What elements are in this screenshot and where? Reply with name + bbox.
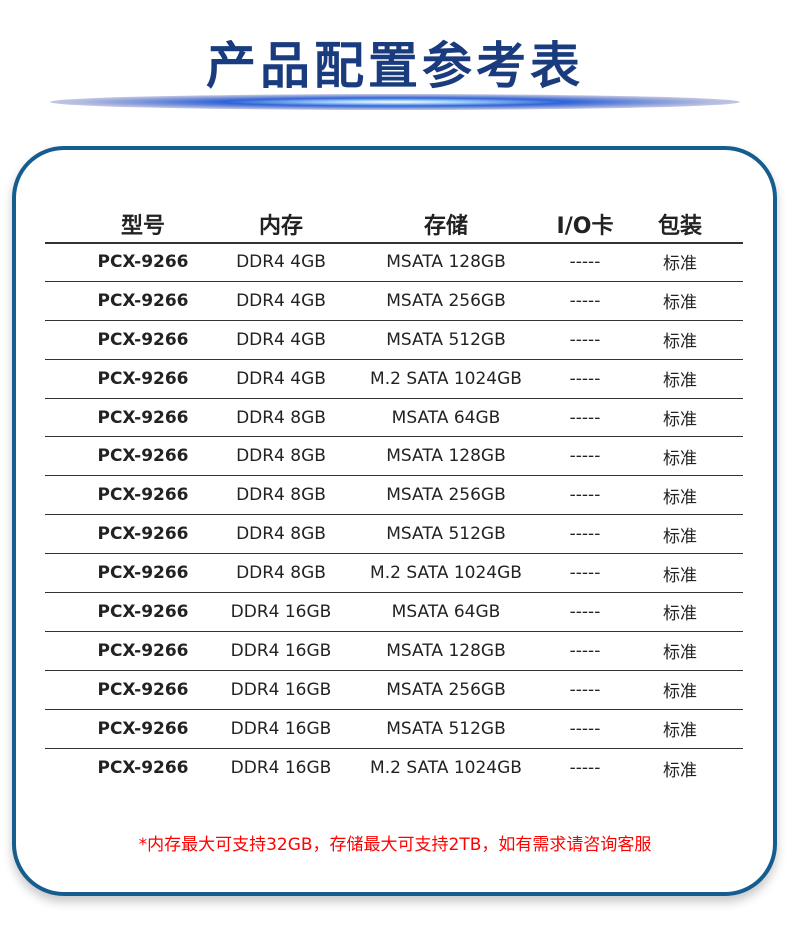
table-row: PCX-9266 DDR4 8GB MSATA 64GB ----- 标准 [45, 399, 743, 438]
cell-memory: DDR4 4GB [236, 368, 326, 389]
header-io-card: I/O卡 [556, 214, 614, 239]
header-package: 包装 [657, 214, 702, 239]
title-glow-divider [50, 94, 740, 110]
table-row: PCX-9266 DDR4 16GB MSATA 128GB ----- 标准 [45, 632, 743, 671]
cell-storage: MSATA 64GB [391, 407, 501, 428]
cell-io-card: ----- [569, 679, 601, 700]
table-body: PCX-9266 DDR4 4GB MSATA 128GB ----- 标准 PCX-92… [45, 243, 743, 787]
cell-memory: DDR4 8GB [236, 524, 326, 545]
cell-io-card: ----- [569, 329, 601, 350]
cell-memory: DDR4 16GB [230, 679, 332, 700]
cell-package: 标准 [663, 604, 697, 625]
cell-io-card: ----- [569, 407, 601, 428]
cell-storage: MSATA 64GB [391, 601, 501, 622]
cell-model: PCX-9266 [97, 290, 189, 311]
cell-storage: MSATA 512GB [386, 718, 506, 739]
table-row: PCX-9266 DDR4 8GB MSATA 512GB ----- 标准 [45, 515, 743, 555]
cell-storage: MSATA 256GB [386, 679, 506, 700]
table-row: PCX-9266 DDR4 8GB M.2 SATA 1024GB ----- 标准 [45, 554, 743, 594]
cell-io-card: ----- [569, 524, 601, 545]
header-model: 型号 [120, 214, 165, 239]
cell-io-card: ----- [569, 251, 601, 272]
cell-storage: M.2 SATA 1024GB [370, 563, 522, 584]
cell-io-card: ----- [569, 563, 601, 584]
cell-model: PCX-9266 [97, 563, 189, 584]
cell-storage: MSATA 128GB [386, 446, 506, 467]
cell-package: 标准 [663, 721, 697, 742]
table-row: PCX-9266 DDR4 16GB MSATA 64GB ----- 标准 [45, 593, 743, 632]
table-row: PCX-9266 DDR4 16GB MSATA 256GB ----- 标准 [45, 671, 743, 710]
table-row: PCX-9266 DDR4 4GB MSATA 128GB ----- 标准 [45, 243, 743, 282]
cell-memory: DDR4 4GB [236, 290, 326, 311]
cell-io-card: ----- [569, 368, 601, 389]
cell-package: 标准 [663, 410, 697, 430]
cell-storage: MSATA 128GB [386, 251, 506, 272]
cell-storage: MSATA 128GB [386, 640, 506, 661]
cell-memory: DDR4 16GB [230, 758, 332, 779]
cell-io-card: ----- [569, 640, 601, 661]
table-row: PCX-9266 DDR4 16GB M.2 SATA 1024GB ----- 标准 [45, 749, 743, 788]
table-header: 型号 内存 存储 I/O卡 包装 [45, 206, 743, 244]
cell-io-card: ----- [569, 601, 601, 622]
cell-model: PCX-9266 [97, 601, 189, 622]
cell-io-card: ----- [569, 290, 601, 311]
cell-package: 标准 [663, 526, 697, 547]
cell-memory: DDR4 16GB [230, 718, 332, 739]
cell-model: PCX-9266 [97, 524, 189, 545]
cell-memory: DDR4 16GB [230, 640, 332, 661]
cell-storage: M.2 SATA 1024GB [370, 368, 522, 389]
cell-package: 标准 [663, 682, 697, 703]
cell-memory: DDR4 8GB [236, 407, 326, 428]
cell-package: 标准 [663, 293, 697, 314]
table-row: PCX-9266 DDR4 4GB MSATA 256GB ----- 标准 [45, 282, 743, 321]
cell-package: 标准 [663, 643, 697, 664]
cell-storage: MSATA 512GB [386, 524, 506, 545]
cell-memory: DDR4 16GB [230, 601, 332, 622]
header-memory: 内存 [258, 214, 303, 239]
table-row: PCX-9266 DDR4 8GB MSATA 128GB ----- 标准 [45, 437, 743, 477]
cell-io-card: ----- [569, 758, 601, 779]
cell-model: PCX-9266 [97, 758, 189, 779]
table-row: PCX-9266 DDR4 4GB M.2 SATA 1024GB ----- 标准 [45, 360, 743, 399]
cell-package: 标准 [663, 760, 697, 781]
table-row: PCX-9266 DDR4 4GB MSATA 512GB ----- 标准 [45, 321, 743, 360]
cell-model: PCX-9266 [97, 485, 189, 506]
cell-model: PCX-9266 [97, 251, 189, 272]
cell-package: 标准 [663, 254, 697, 275]
cell-io-card: ----- [569, 718, 601, 739]
cell-package: 标准 [663, 565, 697, 586]
cell-memory: DDR4 8GB [236, 485, 326, 506]
cell-storage: MSATA 512GB [386, 329, 506, 350]
cell-model: PCX-9266 [97, 640, 189, 661]
cell-memory: DDR4 8GB [236, 446, 326, 467]
config-card [12, 146, 777, 896]
cell-model: PCX-9266 [97, 407, 189, 428]
cell-storage: M.2 SATA 1024GB [370, 758, 522, 779]
cell-storage: MSATA 256GB [386, 290, 506, 311]
cell-memory: DDR4 4GB [236, 251, 326, 272]
cell-package: 标准 [663, 371, 697, 392]
cell-model: PCX-9266 [97, 446, 189, 467]
cell-io-card: ----- [569, 446, 601, 467]
cell-package: 标准 [663, 448, 697, 469]
cell-io-card: ----- [569, 485, 601, 506]
cell-package: 标准 [663, 487, 697, 508]
table-row: PCX-9266 DDR4 8GB MSATA 256GB ----- 标准 [45, 476, 743, 516]
cell-model: PCX-9266 [97, 329, 189, 350]
cell-memory: DDR4 4GB [236, 329, 326, 350]
cell-package: 标准 [663, 332, 697, 353]
table-row: PCX-9266 DDR4 16GB MSATA 512GB ----- 标准 [45, 710, 743, 749]
footnote: *内存最大可支持32GB，存储最大可支持2TB，如有需求请咨询客服 [138, 835, 652, 855]
cell-storage: MSATA 256GB [386, 485, 506, 506]
header-storage: 存储 [423, 214, 468, 239]
page-title: 产品配置参考表 [206, 37, 584, 95]
cell-model: PCX-9266 [97, 368, 189, 389]
cell-memory: DDR4 8GB [236, 563, 326, 584]
cell-model: PCX-9266 [97, 679, 189, 700]
cell-model: PCX-9266 [97, 718, 189, 739]
